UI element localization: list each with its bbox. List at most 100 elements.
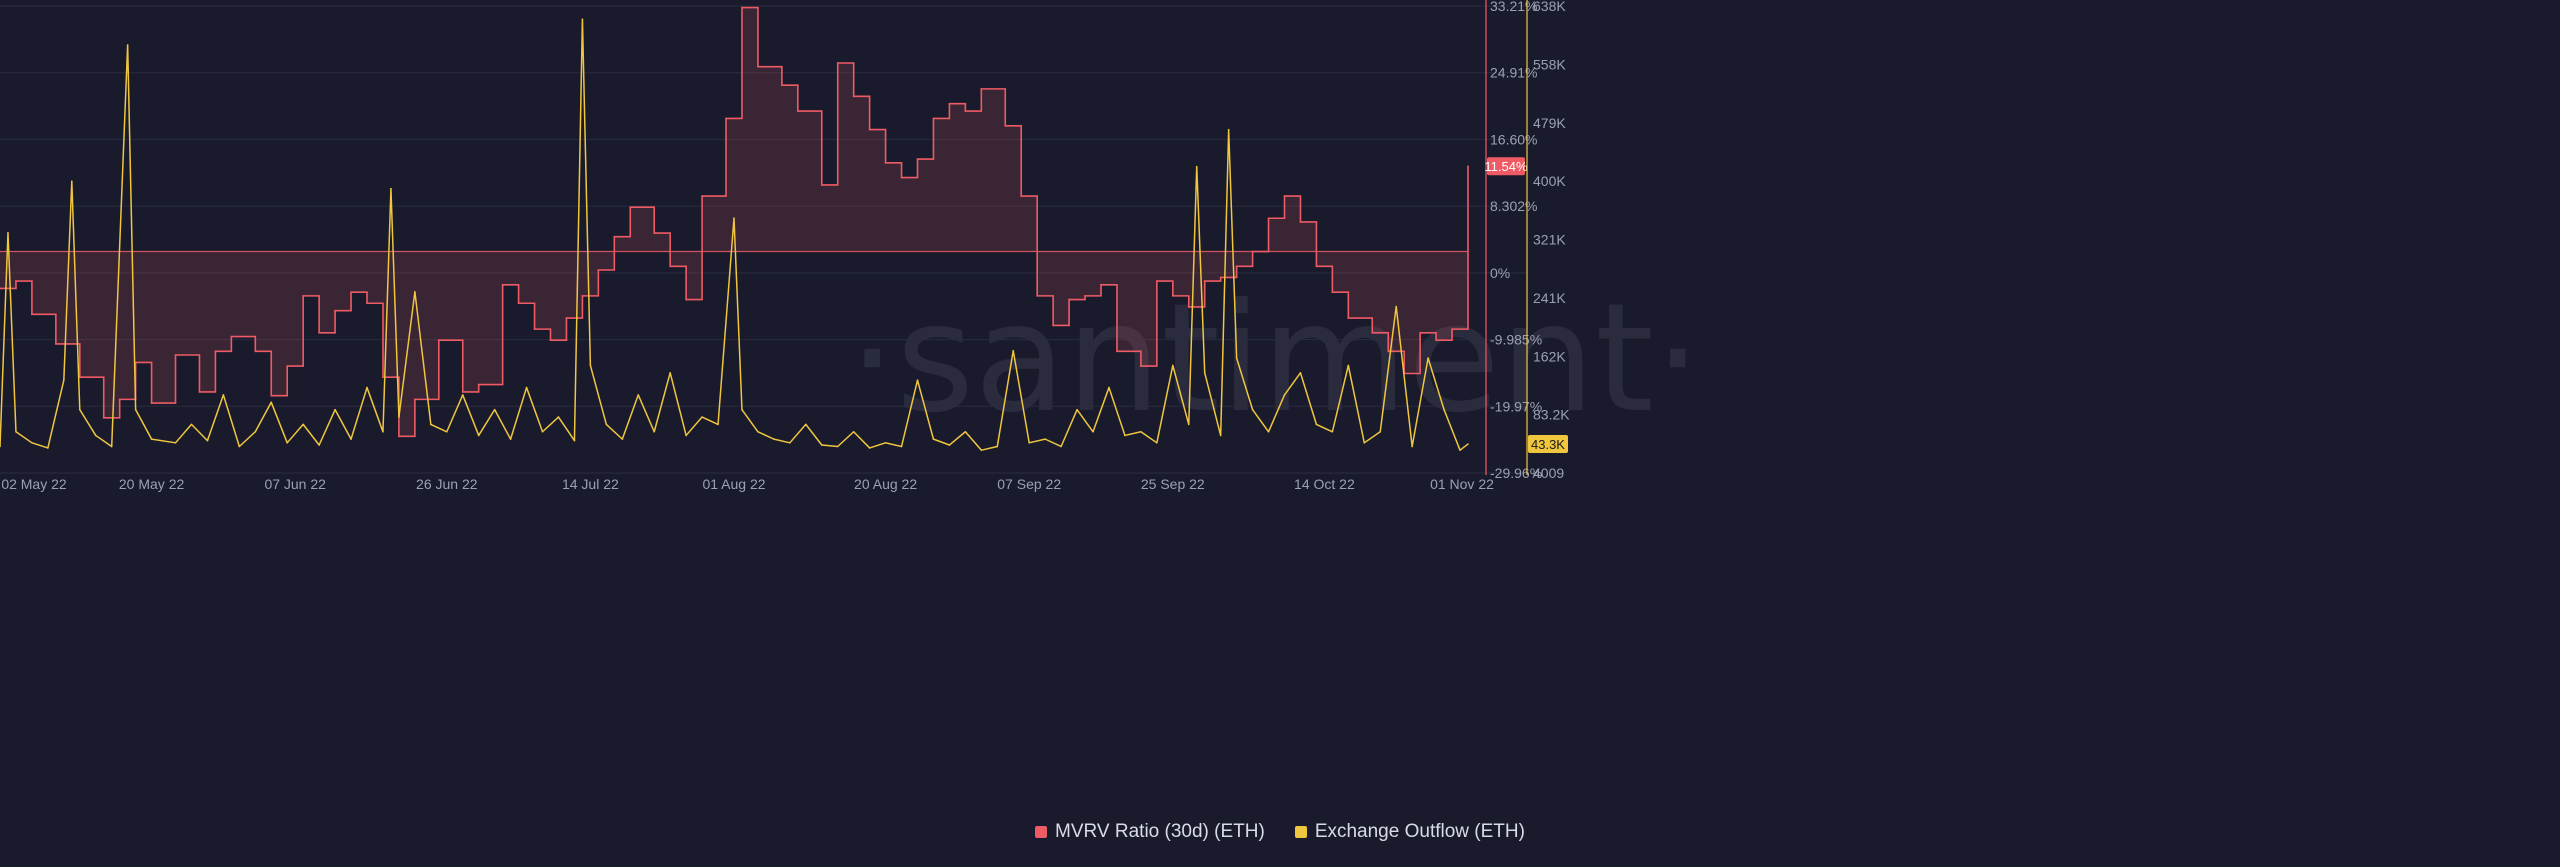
outflow-tick-label: 400K [1533, 173, 1566, 189]
outflow-point [206, 439, 209, 442]
mvrv-point [1036, 295, 1038, 297]
mvrv-point [741, 6, 743, 9]
outflow-point [1195, 165, 1198, 168]
outflow-tick-label: 638K [1533, 0, 1566, 14]
mvrv-point [517, 302, 520, 305]
outflow-point [805, 423, 807, 426]
outflow-point [996, 445, 999, 448]
outflow-point [1283, 394, 1286, 396]
mvrv-point [1331, 291, 1334, 293]
mvrv-point [398, 435, 400, 438]
outflow-point [414, 291, 416, 293]
outflow-point [270, 401, 273, 404]
mvrv-point [581, 295, 584, 297]
outflow-point [110, 445, 113, 448]
mvrv-point [1371, 332, 1374, 334]
outflow-point [78, 408, 81, 411]
outflow-point [868, 447, 871, 449]
mvrv-point [254, 350, 257, 353]
mvrv-point [1140, 365, 1142, 367]
outflow-point [1459, 449, 1461, 451]
mvrv-point [1187, 306, 1190, 308]
x-tick-label: 20 May 22 [119, 476, 185, 492]
mvrv-point [302, 295, 304, 297]
outflow-point [669, 372, 671, 374]
mvrv-point [836, 62, 839, 64]
mvrv-point [1283, 195, 1286, 197]
legend-swatch-outflow [1294, 826, 1307, 838]
outflow-current-value: 43.3K [1531, 437, 1565, 452]
legend-item-outflow[interactable]: Exchange Outflow (ETH) [1294, 821, 1525, 843]
outflow-point [701, 416, 703, 418]
x-tick-label: 20 Aug 22 [854, 476, 917, 492]
mvrv-point [174, 354, 177, 356]
outflow-point [63, 379, 65, 381]
outflow-point [1108, 386, 1110, 389]
mvrv-point [1299, 221, 1302, 223]
mvrv-point [1084, 295, 1086, 297]
outflow-point [980, 449, 983, 451]
outflow-point [820, 444, 823, 446]
outflow-point [1427, 357, 1429, 359]
outflow-point [71, 180, 73, 183]
mvrv-point [55, 343, 57, 345]
outflow-point [461, 394, 464, 396]
mvrv-tick-label: -29.96% [1490, 465, 1542, 481]
mvrv-point [916, 158, 919, 160]
outflow-point [653, 430, 656, 433]
mvrv-point [1235, 265, 1238, 268]
outflow-point [254, 430, 257, 433]
outflow-point [1219, 434, 1222, 437]
mvrv-point [884, 162, 887, 164]
mvrv-point [1156, 280, 1158, 282]
outflow-point [717, 423, 719, 426]
mvrv-point [701, 195, 703, 197]
outflow-point [525, 386, 528, 389]
mvrv-point [31, 313, 33, 316]
outflow-point [900, 445, 903, 448]
outflow-point [94, 434, 97, 437]
mvrv-point [366, 302, 368, 305]
mvrv-point [629, 206, 632, 208]
outflow-point [1227, 128, 1230, 131]
legend-swatch-mvrv [1035, 826, 1048, 838]
outflow-point [932, 438, 935, 440]
outflow-point [477, 434, 480, 437]
outflow-point [1028, 442, 1030, 444]
mvrv-point [0, 287, 1, 290]
mvrv-point [1203, 280, 1206, 282]
mvrv-point [1251, 250, 1254, 253]
mvrv-point [350, 291, 352, 293]
outflow-point [1092, 430, 1094, 433]
x-tick-label: 14 Oct 22 [1294, 476, 1355, 492]
x-axis: 02 May 22 20 May 22 07 Jun 22 26 Jun 22 14 J… [1, 476, 1494, 492]
outflow-point [174, 442, 177, 444]
mvrv-point [948, 102, 951, 105]
outflow-point [493, 408, 496, 411]
mvrv-point [653, 232, 656, 234]
mvrv-point [1419, 332, 1421, 334]
outflow-point [318, 444, 320, 446]
outflow-point [1315, 423, 1318, 426]
mvrv-point [549, 339, 552, 342]
outflow-point [1203, 372, 1206, 374]
outflow-point [390, 187, 392, 190]
outflow-point [1379, 430, 1382, 433]
grid-lines [0, 5, 1527, 474]
mvrv-point [781, 84, 783, 86]
outflow-point [286, 442, 289, 444]
mvrv-point [477, 383, 480, 386]
mvrv-point [1219, 276, 1222, 279]
outflow-point [350, 438, 352, 440]
outflow-point [964, 430, 967, 433]
legend-item-mvrv[interactable]: MVRV Ratio (30d) (ETH) [1035, 821, 1265, 843]
outflow-point [573, 439, 576, 442]
mvrv-tick-label: 24.91% [1490, 65, 1537, 81]
outflow-point [733, 217, 735, 219]
outflow-point [773, 438, 775, 440]
mvrv-point [1451, 328, 1453, 330]
x-tick-label: 07 Sep 22 [997, 476, 1061, 492]
outflow-current-badge [1528, 435, 1568, 454]
legend-label-outflow: Exchange Outflow (ETH) [1314, 821, 1525, 842]
mvrv-point [900, 176, 903, 179]
